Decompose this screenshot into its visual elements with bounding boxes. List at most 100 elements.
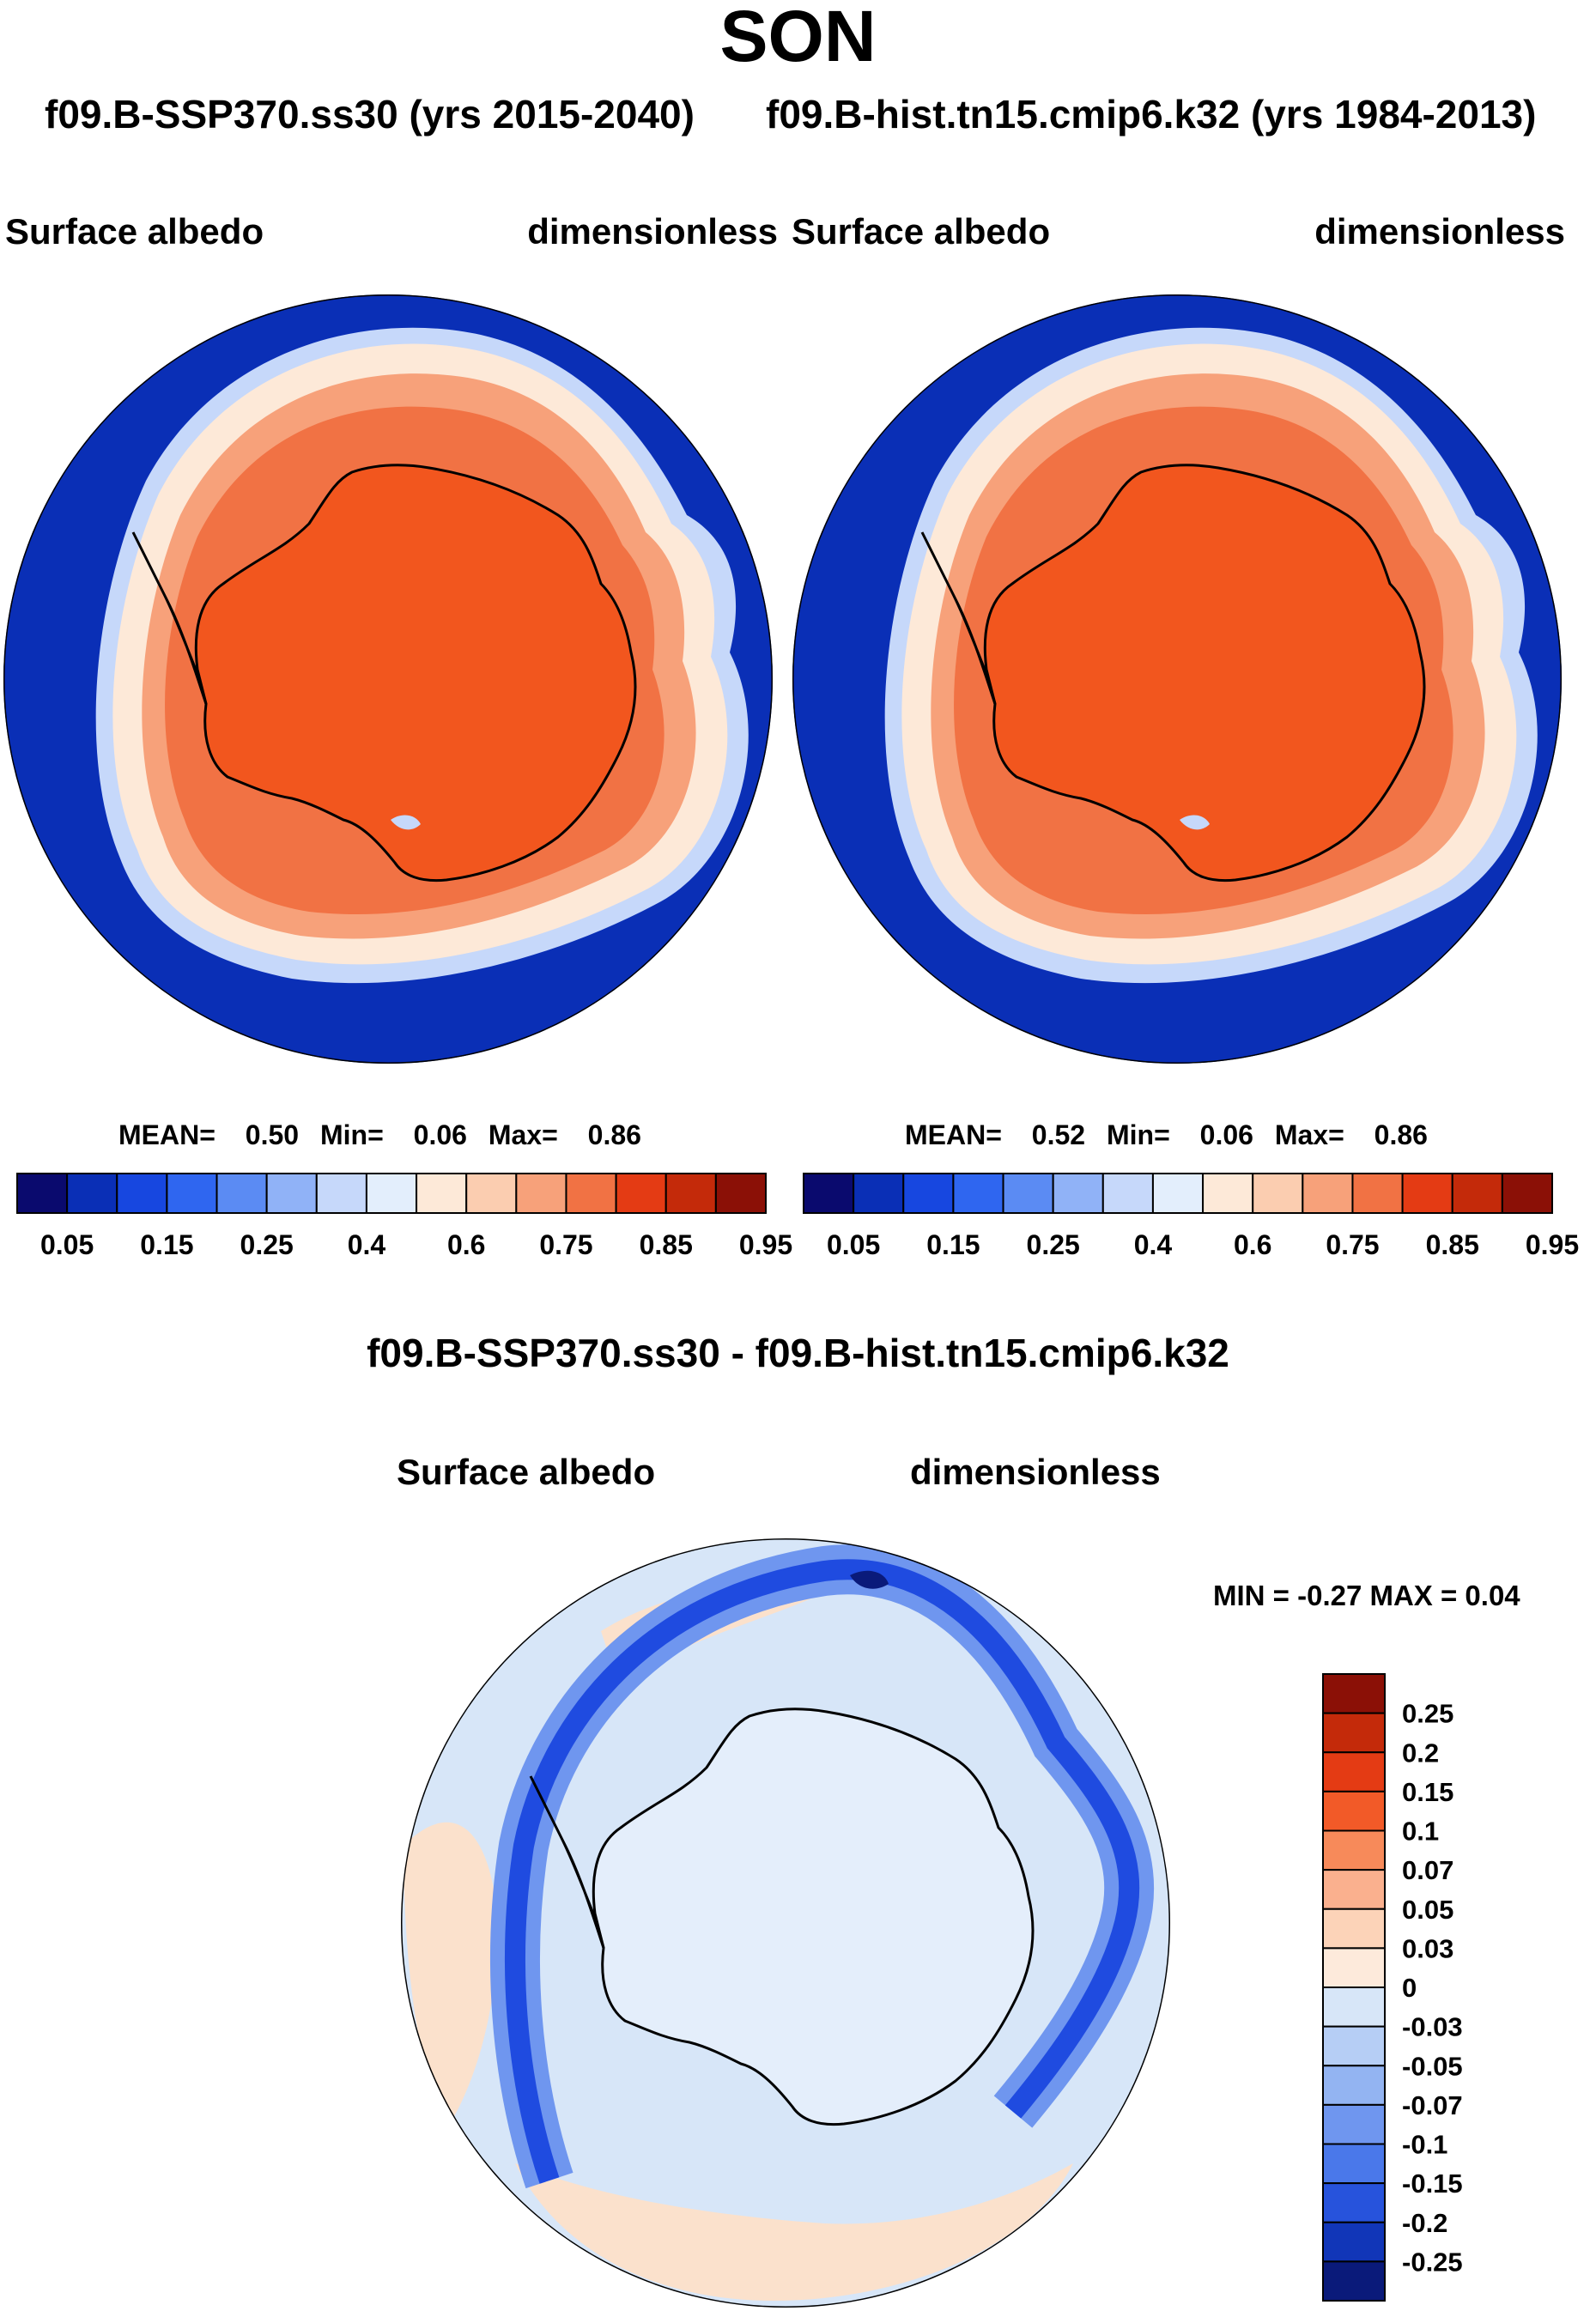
case-title-left: f09.B-SSP370.ss30 (yrs 2015-2040) (45, 92, 695, 136)
cbar3-swatch-4 (1322, 1829, 1386, 1871)
cbar3-tick-3: 0.1 (1402, 1817, 1439, 1847)
cbar2-tick-7: 0.95 (1526, 1229, 1579, 1260)
panel2-variable: Surface albedo (792, 211, 1051, 252)
map2-ross-shelf (1180, 815, 1210, 830)
cbar1-swatch-11 (565, 1173, 617, 1214)
cbar3-tick-4: 0.07 (1402, 1855, 1453, 1885)
map2-peninsula (920, 531, 997, 705)
cbar1-tick-0: 0.05 (40, 1229, 94, 1260)
colorbar-3: 0.25 0.2 0.15 0.1 0.07 0.05 0.03 0 -0.03 -0.05 -0.… (1322, 1673, 1463, 2302)
cbar2-swatch-4 (1002, 1173, 1054, 1214)
diff-title: f09.B-SSP370.ss30 - f09.B-hist.tn15.cmip… (367, 1331, 1229, 1375)
map1-peninsula (131, 531, 208, 705)
panel2-units: dimensionless (1314, 211, 1565, 252)
cbar2-swatch-9 (1252, 1173, 1304, 1214)
cbar1-tick-3: 0.4 (348, 1229, 386, 1260)
cbar1-swatch-10 (515, 1173, 567, 1214)
cbar2-swatch-10 (1302, 1173, 1354, 1214)
cbar1-tick-6: 0.85 (640, 1229, 693, 1260)
figure-title: SON (719, 0, 877, 76)
map3-antarctica (592, 1707, 1035, 2126)
diff-minmax: MIN = -0.27 MAX = 0.04 (1213, 1580, 1520, 1611)
cbar1-swatch-4 (215, 1173, 268, 1214)
cbar2-swatch-13 (1451, 1173, 1503, 1214)
cbar3-swatch-9 (1322, 2025, 1386, 2067)
cbar2-swatch-8 (1202, 1173, 1254, 1214)
cbar2-swatch-6 (1101, 1173, 1154, 1214)
panel1-mean: 0.50 (245, 1119, 300, 1150)
cbar2-tick-6: 0.85 (1426, 1229, 1479, 1260)
cbar3-swatch-2 (1322, 1751, 1386, 1792)
cbar2-swatch-7 (1151, 1173, 1205, 1214)
cbar1-swatch-0 (16, 1173, 69, 1214)
map-3 (401, 1538, 1170, 2308)
cbar2-swatch-11 (1351, 1173, 1404, 1214)
map-1 (3, 294, 773, 1064)
cbar2-tick-0: 0.05 (827, 1229, 880, 1260)
cbar3-tick-5: 0.05 (1402, 1895, 1453, 1925)
cbar1-swatch-6 (315, 1173, 367, 1214)
cbar1-swatch-8 (416, 1173, 468, 1214)
cbar3-swatch-6 (1322, 1908, 1386, 1950)
cbar2-swatch-2 (902, 1173, 955, 1214)
map-2 (792, 294, 1562, 1064)
cbar2-swatch-0 (803, 1173, 855, 1214)
cbar1-swatch-1 (66, 1173, 118, 1214)
cbar1-swatch-2 (116, 1173, 168, 1214)
cbar3-tick-10: -0.07 (1402, 2090, 1463, 2120)
cbar3-swatch-8 (1322, 1986, 1386, 2028)
panel2-min: 0.06 (1199, 1119, 1253, 1150)
cbar2-swatch-1 (853, 1173, 905, 1214)
panel2-stats: MEAN= 0.52 Min= 0.06 Max= 0.86 (905, 1118, 1431, 1152)
cbar3-swatch-12 (1322, 2143, 1386, 2185)
cbar3-swatch-5 (1322, 1869, 1386, 1910)
cbar2-swatch-12 (1401, 1173, 1453, 1214)
panel1-max: 0.86 (587, 1119, 641, 1150)
map3-positive-region-s (515, 2163, 1073, 2301)
cbar1-tick-2: 0.25 (240, 1229, 294, 1260)
cbar3-tick-1: 0.2 (1402, 1738, 1439, 1768)
cbar1-swatch-7 (365, 1173, 418, 1214)
cbar3-tick-8: -0.03 (1402, 2012, 1463, 2042)
cbar3-swatch-7 (1322, 1947, 1386, 1988)
cbar3-swatch-13 (1322, 2182, 1386, 2223)
cbar1-tick-4: 0.6 (447, 1229, 485, 1260)
map3-negative-ring-inner (505, 1559, 1140, 2184)
cbar2-swatch-3 (952, 1173, 1004, 1214)
panel1-units: dimensionless (527, 211, 778, 252)
cbar3-swatch-1 (1322, 1712, 1386, 1754)
cbar3-tick-14: -0.25 (1402, 2247, 1463, 2277)
cbar1-swatch-13 (664, 1173, 717, 1214)
cbar3-tick-6: 0.03 (1402, 1933, 1453, 1963)
map3-positive-region-sw (404, 1822, 497, 2129)
map3-peninsula (529, 1775, 605, 1949)
panel1-min-label: Min= (319, 1119, 384, 1150)
cbar3-tick-9: -0.05 (1402, 2051, 1463, 2081)
map1-ross-shelf (391, 815, 421, 830)
cbar3-swatch-10 (1322, 2065, 1386, 2106)
colorbar-1: 0.05 0.15 0.25 0.4 0.6 0.75 0.85 0.95 (16, 1173, 792, 1260)
cbar2-tick-3: 0.4 (1134, 1229, 1173, 1260)
panel2-mean: 0.52 (1031, 1119, 1086, 1150)
colorbar-2: 0.05 0.15 0.25 0.4 0.6 0.75 0.85 0.95 (803, 1173, 1579, 1260)
cbar3-tick-0: 0.25 (1402, 1699, 1453, 1729)
cbar3-swatch-0 (1322, 1673, 1386, 1714)
cbar3-swatch-3 (1322, 1790, 1386, 1832)
cbar1-tick-1: 0.15 (140, 1229, 193, 1260)
cbar2-tick-5: 0.75 (1326, 1229, 1379, 1260)
case-title-right: f09.B-hist.tn15.cmip6.k32 (yrs 1984-2013… (766, 92, 1537, 136)
panel1-variable: Surface albedo (5, 211, 264, 252)
cbar3-tick-11: -0.1 (1402, 2130, 1447, 2160)
cbar1-swatch-9 (465, 1173, 518, 1214)
cbar1-tick-5: 0.75 (539, 1229, 592, 1260)
diff-units: dimensionless (910, 1452, 1161, 1492)
panel2-mean-label: MEAN= (905, 1119, 1002, 1150)
cbar3-tick-12: -0.15 (1402, 2168, 1463, 2199)
map2-antarctica (983, 464, 1426, 883)
cbar3-tick-2: 0.15 (1402, 1777, 1453, 1807)
panel1-mean-label: MEAN= (118, 1119, 215, 1150)
cbar3-tick-7: 0 (1402, 1973, 1417, 2003)
map3-negative-core (850, 1570, 889, 1589)
panel1-min: 0.06 (413, 1119, 467, 1150)
